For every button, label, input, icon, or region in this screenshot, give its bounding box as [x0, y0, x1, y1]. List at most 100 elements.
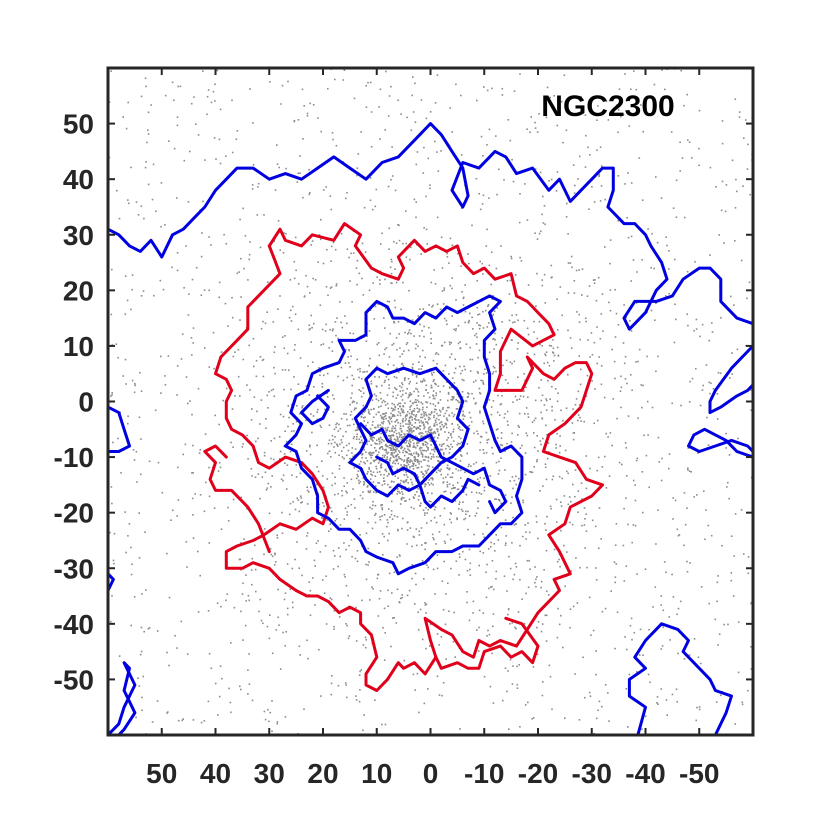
scatter-point: [567, 262, 570, 264]
scatter-point: [270, 440, 272, 442]
scatter-point: [425, 441, 428, 444]
scatter-point: [371, 507, 373, 510]
scatter-point: [413, 446, 416, 448]
scatter-point: [401, 363, 403, 365]
scatter-point: [456, 408, 459, 410]
scatter-point: [451, 277, 453, 279]
scatter-point: [545, 409, 548, 411]
scatter-point: [389, 459, 391, 462]
scatter-point: [474, 470, 476, 472]
scatter-point: [401, 419, 404, 422]
scatter-point: [231, 316, 234, 319]
scatter-point: [220, 351, 223, 353]
scatter-point: [436, 633, 439, 635]
scatter-point: [686, 313, 688, 315]
scatter-point: [391, 282, 393, 284]
scatter-point: [396, 448, 398, 450]
scatter-point: [319, 551, 322, 553]
scatter-point: [397, 453, 399, 456]
scatter-point: [266, 625, 269, 628]
scatter-point: [435, 383, 437, 386]
scatter-point: [660, 688, 663, 690]
scatter-point: [575, 557, 577, 559]
scatter-point: [391, 466, 394, 468]
scatter-point: [207, 700, 210, 703]
scatter-point: [552, 347, 555, 350]
scatter-point: [601, 610, 604, 613]
scatter-point: [727, 481, 729, 484]
scatter-point: [512, 578, 514, 581]
scatter-point: [390, 500, 393, 503]
scatter-point: [306, 115, 309, 117]
scatter-point: [391, 434, 393, 437]
scatter-point: [502, 509, 504, 511]
scatter-point: [390, 453, 392, 456]
scatter-point: [480, 493, 483, 495]
scatter-point: [191, 278, 194, 281]
scatter-point: [427, 482, 429, 484]
scatter-point: [552, 475, 555, 477]
scatter-point: [605, 100, 608, 103]
scatter-point: [495, 135, 497, 137]
scatter-point: [631, 541, 633, 544]
scatter-point: [459, 347, 462, 349]
scatter-point: [418, 534, 421, 536]
scatter-point: [554, 419, 556, 421]
scatter-point: [388, 572, 391, 575]
scatter-point: [272, 388, 275, 391]
scatter-point: [306, 285, 309, 288]
scatter-point: [543, 362, 545, 365]
scatter-point: [362, 392, 365, 394]
scatter-point: [627, 726, 629, 728]
scatter-point: [343, 69, 346, 71]
scatter-point: [254, 476, 257, 478]
scatter-point: [698, 706, 701, 708]
scatter-point: [372, 459, 375, 462]
scatter-point: [581, 498, 583, 500]
scatter-point: [391, 175, 394, 177]
x-tick-label: -40: [625, 758, 665, 789]
scatter-point: [247, 279, 249, 281]
scatter-point: [475, 512, 478, 515]
scatter-point: [208, 236, 210, 238]
scatter-point: [448, 373, 450, 375]
scatter-point: [359, 480, 362, 483]
scatter-point: [256, 214, 259, 216]
scatter-point: [398, 451, 401, 454]
scatter-point: [328, 450, 331, 452]
scatter-point: [318, 648, 320, 651]
scatter-point: [695, 318, 698, 321]
scatter-point: [430, 386, 432, 389]
scatter-point: [604, 455, 606, 458]
scatter-point: [330, 260, 332, 262]
scatter-point: [717, 575, 719, 577]
scatter-point: [297, 172, 299, 175]
scatter-point: [391, 454, 394, 456]
scatter-point: [589, 467, 591, 470]
scatter-point: [308, 168, 310, 171]
scatter-point: [177, 719, 180, 722]
scatter-point: [660, 648, 663, 650]
scatter-point: [368, 413, 371, 415]
scatter-point: [371, 437, 373, 440]
scatter-point: [364, 636, 367, 639]
scatter-point: [380, 441, 383, 444]
scatter-point: [747, 689, 749, 692]
scatter-point: [433, 538, 435, 541]
scatter-point: [417, 345, 419, 347]
scatter-point: [478, 349, 481, 352]
scatter-point: [515, 314, 518, 316]
scatter-point: [380, 405, 382, 407]
scatter-point: [405, 471, 407, 473]
scatter-point: [563, 74, 566, 76]
scatter-point: [442, 370, 445, 372]
scatter-point: [498, 499, 501, 501]
scatter-point: [451, 412, 453, 414]
scatter-point: [425, 195, 427, 198]
scatter-point: [346, 322, 348, 325]
scatter-point: [462, 296, 465, 299]
scatter-point: [199, 449, 202, 451]
scatter-point: [405, 480, 407, 483]
scatter-point: [482, 420, 484, 423]
scatter-point: [507, 613, 509, 616]
